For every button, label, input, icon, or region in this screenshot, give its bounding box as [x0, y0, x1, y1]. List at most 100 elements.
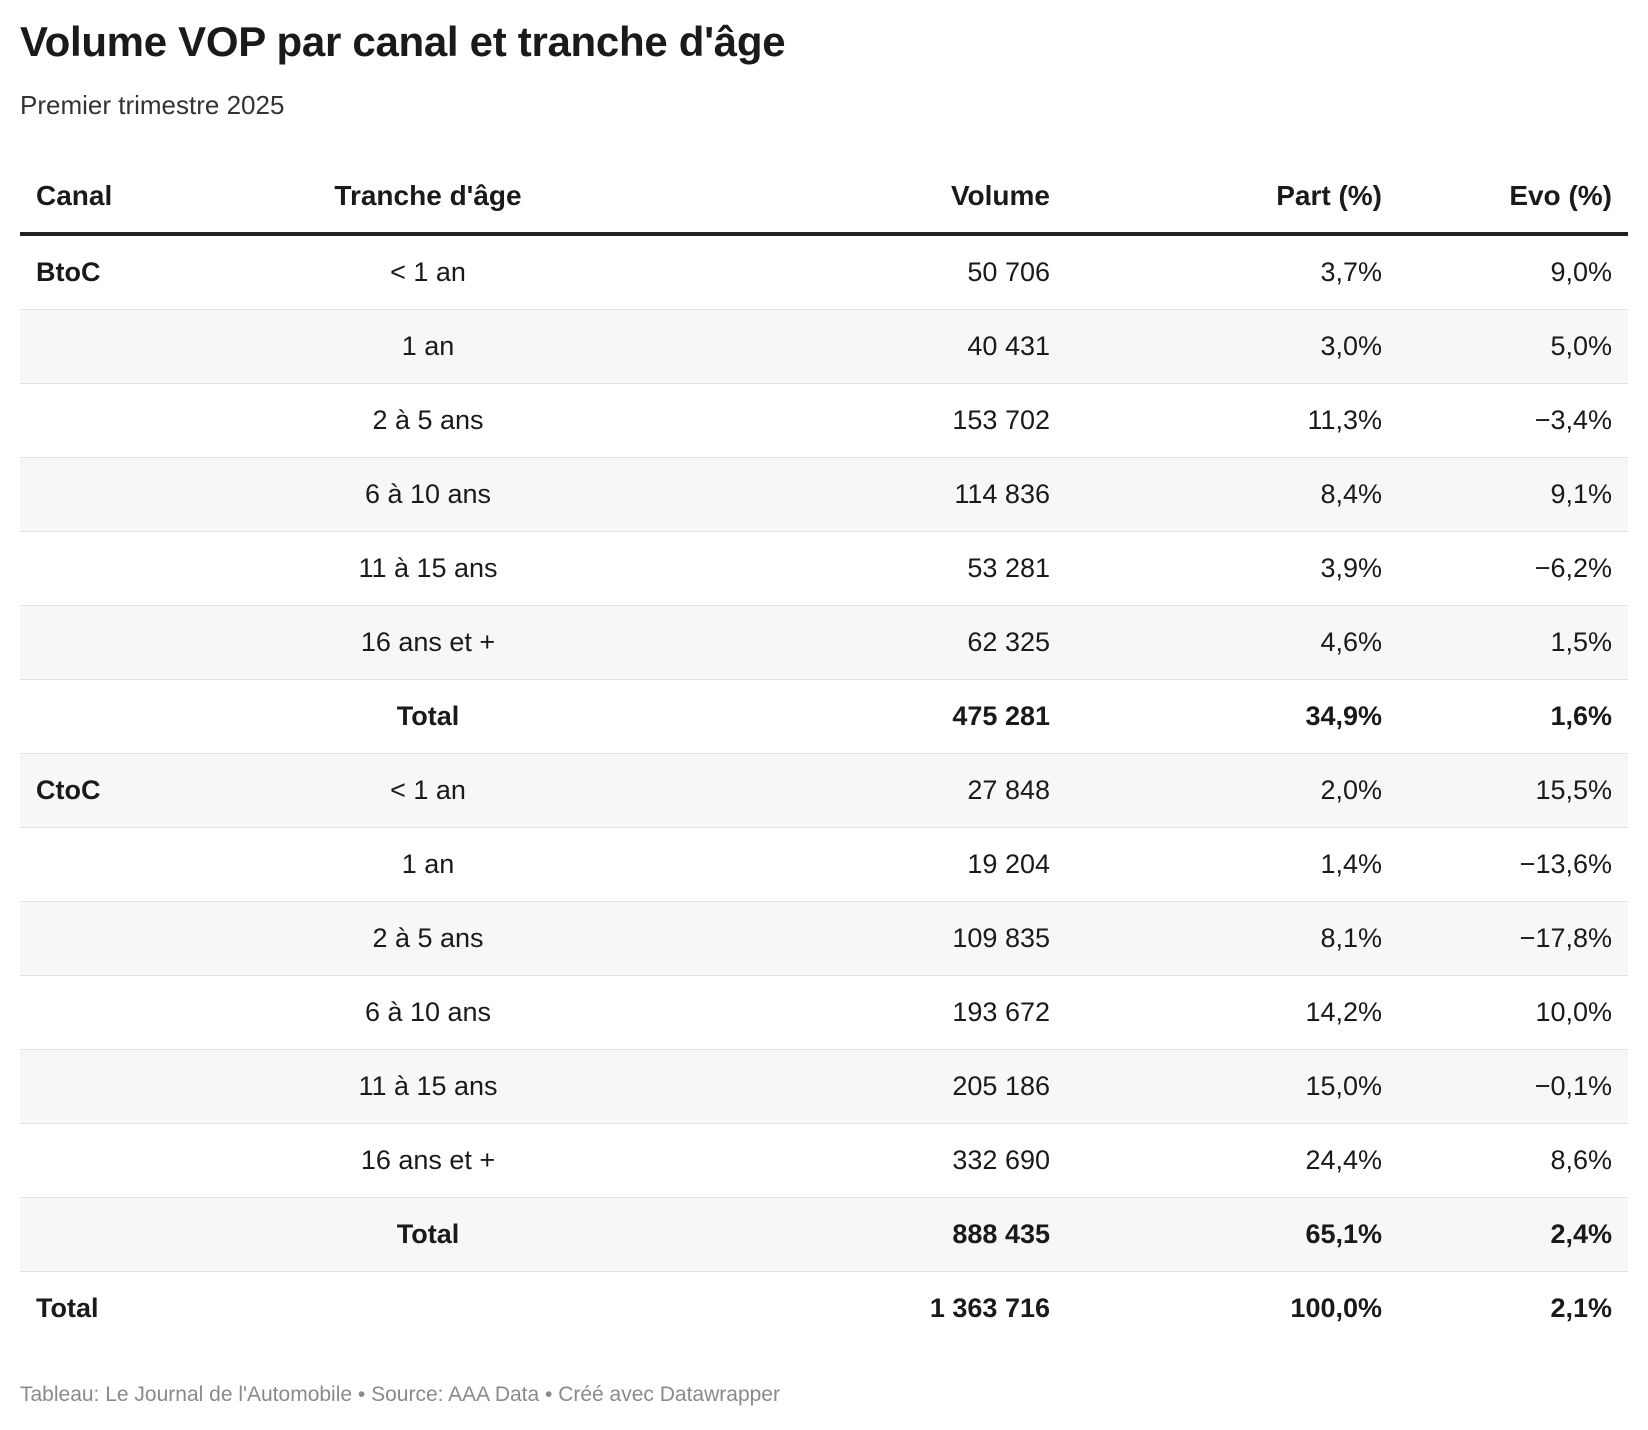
- cell-part: 2,0%: [1066, 753, 1398, 828]
- table-row: Total 475 281 34,9% 1,6%: [20, 679, 1628, 754]
- cell-tranche: 11 à 15 ans: [282, 1049, 574, 1124]
- cell-evo: 10,0%: [1398, 975, 1628, 1050]
- cell-volume: 475 281: [574, 679, 1066, 754]
- cell-part: 65,1%: [1066, 1197, 1398, 1272]
- cell-evo: 2,1%: [1550, 1293, 1612, 1323]
- cell-volume: 27 848: [574, 753, 1066, 828]
- cell-tranche: 6 à 10 ans: [282, 975, 574, 1050]
- cell-canal: BtoC: [20, 234, 282, 310]
- cell-evo: 9,1%: [1398, 457, 1628, 532]
- cell-canal: [20, 605, 282, 680]
- table-header: Canal Tranche d'âge Volume Part (%) Evo …: [20, 160, 1628, 236]
- cell-volume: 53 281: [574, 531, 1066, 606]
- cell-evo: 1,5%: [1398, 605, 1628, 680]
- cell-part: 8,4%: [1066, 457, 1398, 532]
- cell-tranche: < 1 an: [282, 753, 574, 828]
- cell-volume: 205 186: [574, 1049, 1066, 1124]
- cell-part: 14,2%: [1066, 975, 1398, 1050]
- table-row: 2 à 5 ans 153 702 11,3% −3,4%: [20, 383, 1628, 458]
- cell-volume: 114 836: [574, 457, 1066, 532]
- cell-tranche: 11 à 15 ans: [282, 531, 574, 606]
- cell-canal: [20, 383, 282, 458]
- cell-evo: −13,6%: [1398, 827, 1628, 902]
- cell-volume: 40 431: [574, 309, 1066, 384]
- table-row: CtoC < 1 an 27 848 2,0% 15,5%: [20, 753, 1628, 828]
- cell-volume: 19 204: [574, 827, 1066, 902]
- table-row: 1 an 40 431 3,0% 5,0%: [20, 309, 1628, 384]
- cell-canal: CtoC: [20, 753, 282, 828]
- cell-evo: 5,0%: [1398, 309, 1628, 384]
- cell-volume: 62 325: [574, 605, 1066, 680]
- cell-evo: −3,4%: [1398, 383, 1628, 458]
- cell-tranche: 2 à 5 ans: [282, 383, 574, 458]
- column-header-tranche[interactable]: Tranche d'âge: [282, 160, 574, 236]
- cell-tranche: 16 ans et +: [282, 1123, 574, 1198]
- cell-canal: [20, 901, 282, 976]
- table-row: BtoC < 1 an 50 706 3,7% 9,0%: [20, 234, 1628, 310]
- cell-canal: [20, 1123, 282, 1198]
- cell-evo: 9,0%: [1398, 234, 1628, 310]
- cell-evo: −17,8%: [1398, 901, 1628, 976]
- header-row: Canal Tranche d'âge Volume Part (%) Evo …: [20, 160, 1628, 236]
- table-row: 11 à 15 ans 205 186 15,0% −0,1%: [20, 1049, 1628, 1124]
- table-row: 11 à 15 ans 53 281 3,9% −6,2%: [20, 531, 1628, 606]
- cell-part: 24,4%: [1066, 1123, 1398, 1198]
- cell-tranche: 1 an: [282, 827, 574, 902]
- cell-canal: [20, 975, 282, 1050]
- cell-part: 1,4%: [1066, 827, 1398, 902]
- cell-part: 4,6%: [1066, 605, 1398, 680]
- cell-tranche: < 1 an: [282, 234, 574, 310]
- cell-part: 100,0%: [1290, 1293, 1382, 1323]
- cell-evo: −6,2%: [1398, 531, 1628, 606]
- data-table: Canal Tranche d'âge Volume Part (%) Evo …: [20, 160, 1628, 1345]
- cell-volume: 193 672: [574, 975, 1066, 1050]
- cell-tranche: 2 à 5 ans: [282, 901, 574, 976]
- column-header-part[interactable]: Part (%): [1066, 160, 1398, 236]
- cell-tranche: [282, 1272, 574, 1346]
- cell-canal: [20, 309, 282, 384]
- cell-part: 3,7%: [1066, 234, 1398, 310]
- cell-volume: 109 835: [574, 901, 1066, 976]
- table-row: 2 à 5 ans 109 835 8,1% −17,8%: [20, 901, 1628, 976]
- chart-subtitle: Premier trimestre 2025: [20, 90, 285, 120]
- column-header-volume[interactable]: Volume: [574, 160, 1066, 236]
- table-row: Total 1 363 716 100,0% 2,1%: [20, 1272, 1628, 1346]
- cell-evo: 15,5%: [1398, 753, 1628, 828]
- table-row: 1 an 19 204 1,4% −13,6%: [20, 827, 1628, 902]
- cell-volume: 332 690: [574, 1123, 1066, 1198]
- cell-tranche: 1 an: [282, 309, 574, 384]
- source-footer: Tableau: Le Journal de l'Automobile • So…: [20, 1383, 780, 1406]
- column-header-canal[interactable]: Canal: [20, 160, 282, 236]
- cell-tranche: 16 ans et +: [282, 605, 574, 680]
- cell-part: 15,0%: [1066, 1049, 1398, 1124]
- cell-canal: [20, 1049, 282, 1124]
- cell-tranche: 6 à 10 ans: [282, 457, 574, 532]
- table-row: Total 888 435 65,1% 2,4%: [20, 1197, 1628, 1272]
- table-body: BtoC < 1 an 50 706 3,7% 9,0% 1 an 40 431 3,0% 5,…: [20, 234, 1628, 1345]
- chart-title: Volume VOP par canal et tranche d'âge: [20, 18, 786, 65]
- cell-part: 34,9%: [1066, 679, 1398, 754]
- cell-canal: [20, 1197, 282, 1272]
- cell-volume: 50 706: [574, 234, 1066, 310]
- table-row: 16 ans et +332 690 24,4% 8,6%: [20, 1123, 1628, 1198]
- table-row: 16 ans et +62 325 4,6% 1,5%: [20, 605, 1628, 680]
- table-row: 6 à 10 ans 193 672 14,2% 10,0%: [20, 975, 1628, 1050]
- cell-tranche: Total: [282, 679, 574, 754]
- cell-part: 3,9%: [1066, 531, 1398, 606]
- cell-evo: 2,4%: [1398, 1197, 1628, 1272]
- cell-part: 3,0%: [1066, 309, 1398, 384]
- cell-part: 11,3%: [1066, 383, 1398, 458]
- cell-volume: 153 702: [574, 383, 1066, 458]
- cell-evo: −0,1%: [1398, 1049, 1628, 1124]
- cell-volume: 1 363 716: [929, 1293, 1050, 1323]
- cell-evo: 1,6%: [1398, 679, 1628, 754]
- cell-canal: [20, 827, 282, 902]
- cell-evo: 8,6%: [1398, 1123, 1628, 1198]
- cell-tranche: Total: [282, 1197, 574, 1272]
- table-row: 6 à 10 ans 114 836 8,4% 9,1%: [20, 457, 1628, 532]
- cell-part: 8,1%: [1066, 901, 1398, 976]
- column-header-evo[interactable]: Evo (%): [1398, 160, 1628, 236]
- cell-canal: [20, 457, 282, 532]
- cell-canal: [20, 531, 282, 606]
- cell-volume: 888 435: [574, 1197, 1066, 1272]
